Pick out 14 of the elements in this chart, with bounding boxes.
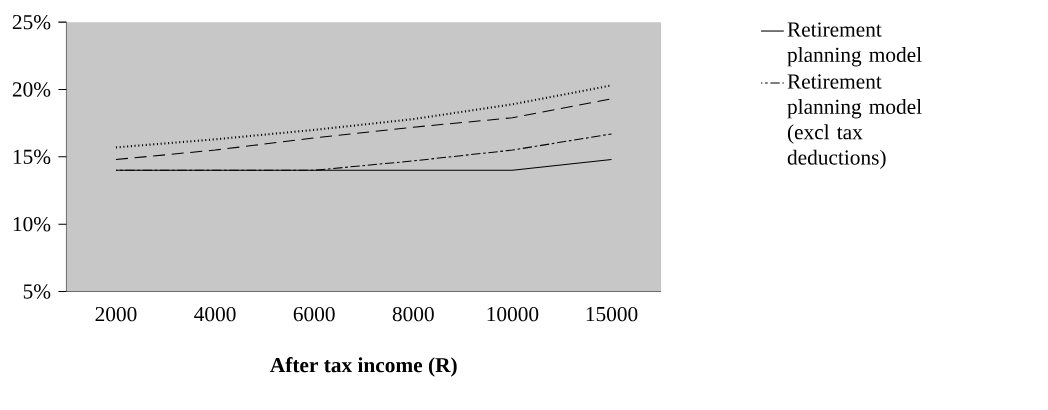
y-tick-label: 15% [13,149,51,165]
x-tick-label: 8000 [392,306,434,322]
x-tick-label: 2000 [95,306,137,322]
y-tick-label: 5% [23,284,51,299]
y-tick-label: 25% [12,14,51,30]
legend-label: Retirement planning model (excl tax deductions) [787,74,922,170]
x-axis-title: After tax income (R) [270,357,457,377]
y-tick-label: 20% [12,82,51,97]
x-tick-label: 10000 [487,306,539,322]
x-tick-label: 6000 [293,306,335,322]
x-tick-label: 15000 [586,306,638,322]
x-tick-label: 4000 [194,306,236,322]
legend-label: Retirement planning model [787,22,922,67]
y-tick-label: 10% [13,216,51,232]
